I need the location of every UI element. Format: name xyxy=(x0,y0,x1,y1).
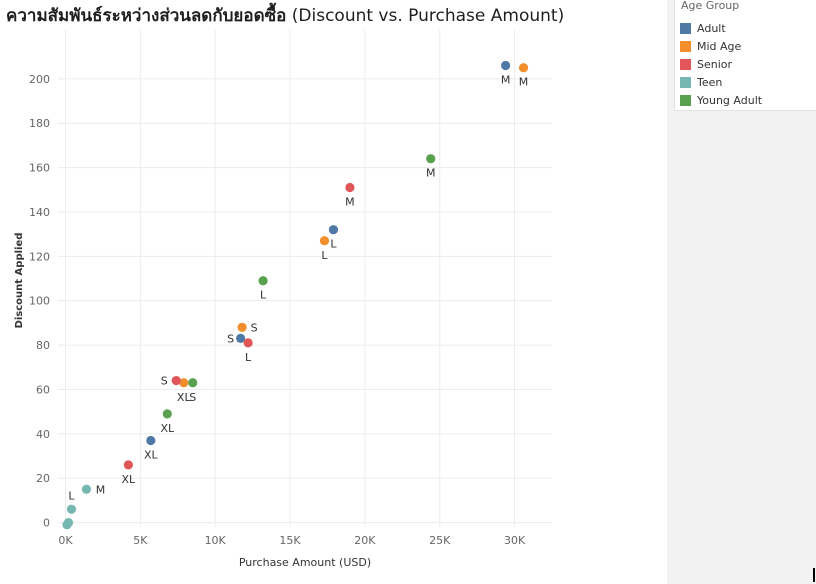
legend-swatch-teen xyxy=(680,76,691,88)
y-tick-label: 40 xyxy=(36,428,50,441)
legend-label-senior: Senior xyxy=(697,57,733,71)
data-label: XL xyxy=(144,448,159,461)
data-point xyxy=(146,435,156,446)
data-label: L xyxy=(260,289,267,302)
chart-title-thai: ความสัมพันธ์ระหว่างส่วนลดกับยอดซื้อ xyxy=(6,6,287,26)
data-point xyxy=(237,322,247,332)
legend-swatch-adult xyxy=(680,22,691,34)
y-tick-label: 120 xyxy=(29,250,50,263)
data-label: M xyxy=(501,74,511,87)
x-tick-label: 0K xyxy=(58,534,73,547)
x-tick-label: 25K xyxy=(429,534,451,547)
data-point xyxy=(171,375,181,386)
legend-swatch-mid-age xyxy=(680,40,691,52)
data-label: S xyxy=(251,321,258,334)
x-tick-label: 10K xyxy=(205,534,227,547)
data-point xyxy=(188,378,198,388)
data-label: L xyxy=(245,351,252,364)
legend-label-mid-age: Mid Age xyxy=(697,39,742,53)
legend-swatch-senior xyxy=(680,58,691,70)
data-point xyxy=(500,60,511,71)
y-tick-label: 0 xyxy=(43,517,50,530)
y-tick-label: 100 xyxy=(29,295,50,308)
legend: Age Group Adult Mid Age Senior Teen Youn… xyxy=(674,0,816,111)
y-tick-label: 180 xyxy=(29,117,50,130)
x-tick-label: 30K xyxy=(504,534,526,547)
y-tick-label: 160 xyxy=(29,162,50,175)
data-label: S xyxy=(161,375,168,388)
data-label: XL xyxy=(177,391,192,404)
edge-marker xyxy=(813,568,815,582)
legend-item-teen[interactable]: Teen xyxy=(680,75,722,89)
legend-label-young-adult: Young Adult xyxy=(697,93,763,107)
legend-label-adult: Adult xyxy=(697,21,726,35)
x-tick-label: 15K xyxy=(279,534,301,547)
data-point xyxy=(81,484,92,494)
data-point xyxy=(345,182,355,193)
chart-title-english: (Discount vs. Purchase Amount) xyxy=(291,6,565,26)
data-point xyxy=(258,276,268,286)
data-point xyxy=(243,338,253,348)
legend-item-mid-age[interactable]: Mid Age xyxy=(680,39,741,53)
data-label: XL xyxy=(122,473,137,486)
x-tick-label: 20K xyxy=(354,534,376,547)
data-label: M xyxy=(426,167,436,180)
y-tick-label: 140 xyxy=(29,206,50,219)
legend-label-teen: Teen xyxy=(697,75,723,89)
data-label: XL xyxy=(160,422,175,435)
legend-item-adult[interactable]: Adult xyxy=(680,21,726,35)
scatter-chart: 0 20 40 60 80 100 120 140 160 180 200 0K 5K 10K 15K 20K… xyxy=(14,30,552,569)
y-axis-label: Discount Applied xyxy=(14,233,25,329)
data-point xyxy=(123,460,133,470)
x-axis-label: Purchase Amount (USD) xyxy=(239,556,371,569)
data-label: L xyxy=(68,489,75,502)
data-point xyxy=(426,154,436,164)
data-label: M xyxy=(345,196,355,209)
legend-item-young-adult[interactable]: Young Adult xyxy=(680,93,762,107)
data-point xyxy=(319,236,330,246)
data-point xyxy=(236,333,246,344)
data-label: M xyxy=(519,76,529,89)
series-teen: ML xyxy=(62,483,106,530)
y-tick-label: 80 xyxy=(36,339,50,352)
data-label: L xyxy=(321,249,328,262)
data-point xyxy=(518,63,529,73)
y-tick-label: 200 xyxy=(29,73,50,86)
data-point xyxy=(162,409,172,419)
data-point xyxy=(66,504,77,514)
data-label: M xyxy=(96,483,106,496)
data-label: S xyxy=(227,332,234,345)
legend-swatch-young-adult xyxy=(680,94,691,106)
y-tick-label: 60 xyxy=(36,383,50,396)
data-point xyxy=(328,225,339,235)
chart-title: ความสัมพันธ์ระหว่างส่วนลดกับยอดซื้อ (Dis… xyxy=(6,2,564,29)
legend-item-senior[interactable]: Senior xyxy=(680,57,732,71)
legend-title: Age Group xyxy=(681,0,740,12)
data-label: S xyxy=(189,391,196,404)
y-tick-label: 20 xyxy=(36,472,50,485)
data-label: L xyxy=(330,238,337,251)
x-tick-label: 5K xyxy=(133,534,148,547)
data-point xyxy=(62,520,72,530)
data-point xyxy=(179,378,189,388)
